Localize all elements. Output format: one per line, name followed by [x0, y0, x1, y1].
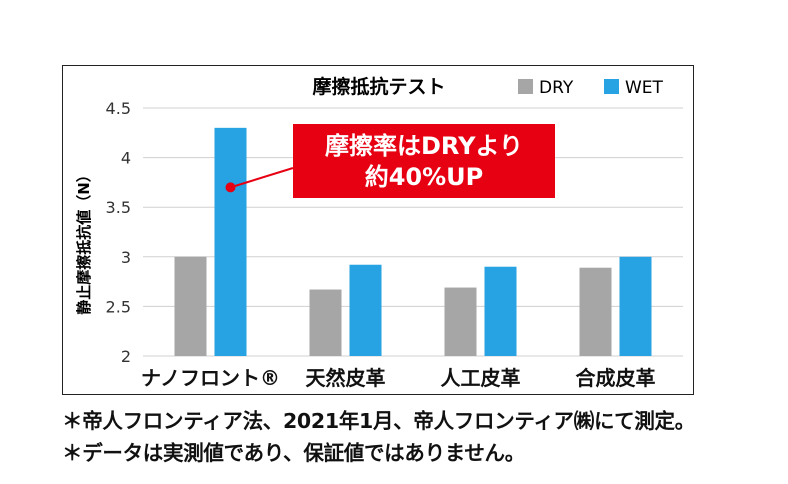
x-category-label: 人工皮革	[441, 366, 521, 390]
y-axis-label: 静止摩擦抵抗値（N）	[75, 167, 93, 315]
bar-dry	[174, 256, 207, 356]
legend-swatch-dry	[518, 79, 533, 94]
chart-title: 摩擦抵抗テスト	[312, 75, 445, 98]
callout-text-line: 摩擦率はDRYより	[325, 132, 523, 160]
y-tick-label: 3	[121, 248, 131, 267]
legend-swatch-wet	[604, 79, 619, 94]
x-category-label: 合成皮革	[576, 366, 656, 390]
bar-chart: 2 2.5 3 3.5 4 4.5 ナノフロント® 天然皮革 人工皮革 合成皮革 摩擦抵抗テスト…	[75, 75, 683, 390]
x-category-label: ナノフロント®	[141, 366, 280, 390]
callout-box	[293, 124, 555, 198]
legend-label-dry: DRY	[539, 78, 574, 98]
footnote-1: ＊帝人フロンティア法、2021年1月、帝人フロンティア㈱にて測定。	[62, 409, 695, 433]
y-tick-label: 4.5	[106, 99, 131, 118]
y-tick-label: 2	[121, 347, 131, 366]
y-tick-label: 2.5	[106, 297, 131, 316]
bar-wet	[349, 264, 382, 356]
bar-dry	[309, 289, 342, 356]
legend-label-wet: WET	[625, 78, 664, 98]
bar-wet	[619, 256, 652, 356]
footnote-2: ＊データは実測値であり、保証値ではありません。	[62, 441, 525, 465]
bar-dry	[444, 287, 477, 356]
chart-frame: 2 2.5 3 3.5 4 4.5 ナノフロント® 天然皮革 人工皮革 合成皮革 摩擦抵抗テスト…	[62, 65, 694, 395]
bar-wet	[214, 127, 247, 356]
callout-leader-line	[230, 167, 294, 189]
x-category-label: 天然皮革	[306, 366, 386, 390]
bar-dry	[579, 267, 612, 356]
y-tick-label: 3.5	[106, 198, 131, 217]
y-tick-label: 4	[121, 149, 131, 168]
bar-wet	[484, 266, 517, 356]
callout-dot	[225, 182, 236, 193]
callout-text-line: 約40%UP	[365, 163, 484, 191]
